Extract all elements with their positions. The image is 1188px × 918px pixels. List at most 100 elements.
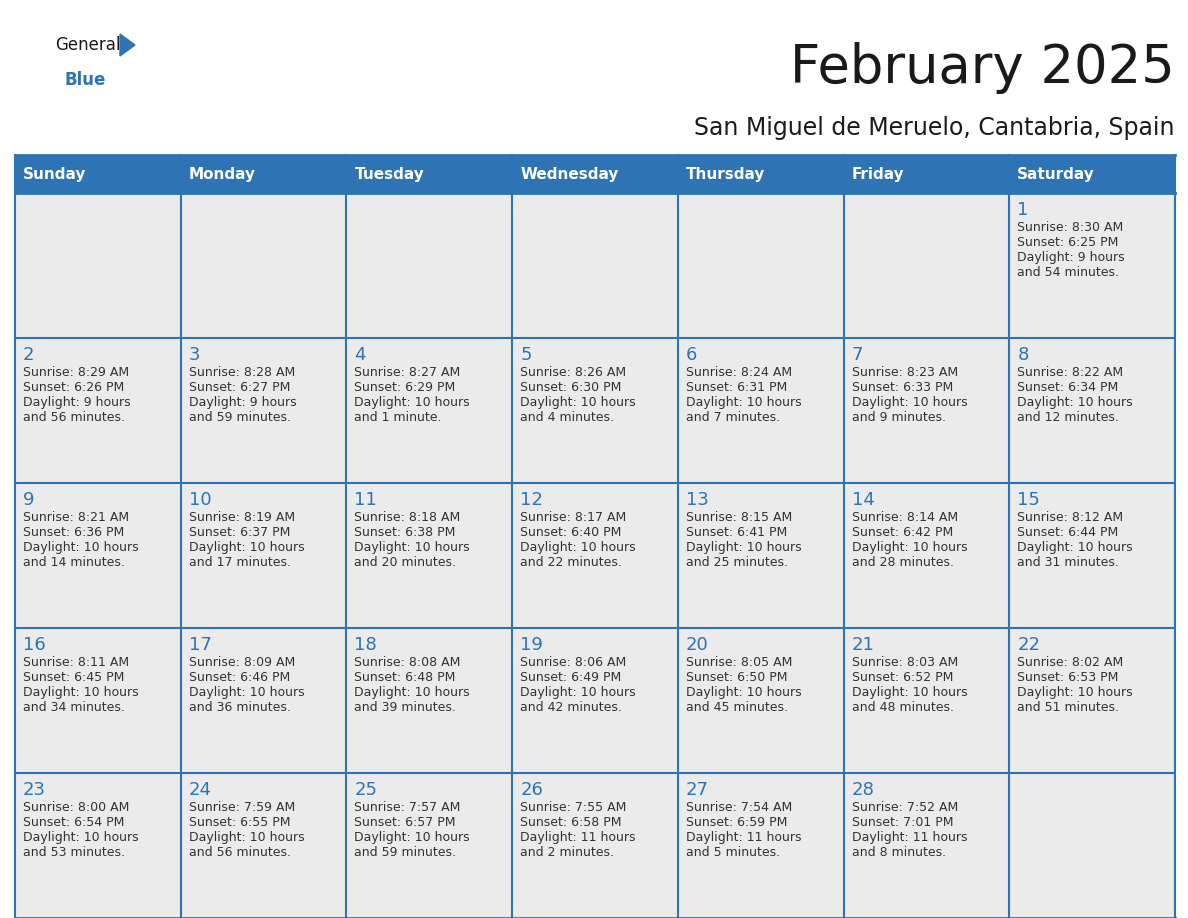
Text: Sunset: 6:26 PM: Sunset: 6:26 PM — [23, 381, 125, 394]
Text: Daylight: 10 hours: Daylight: 10 hours — [354, 396, 470, 409]
Text: Daylight: 10 hours: Daylight: 10 hours — [354, 831, 470, 844]
Text: Sunrise: 7:59 AM: Sunrise: 7:59 AM — [189, 801, 295, 814]
Text: 22: 22 — [1017, 636, 1041, 654]
Text: Sunrise: 8:17 AM: Sunrise: 8:17 AM — [520, 511, 626, 524]
Text: Daylight: 10 hours: Daylight: 10 hours — [520, 686, 636, 699]
Text: Tuesday: Tuesday — [354, 166, 424, 182]
Text: Daylight: 9 hours: Daylight: 9 hours — [1017, 251, 1125, 264]
Text: and 54 minutes.: and 54 minutes. — [1017, 266, 1119, 279]
Text: 7: 7 — [852, 346, 862, 364]
Text: Sunset: 6:52 PM: Sunset: 6:52 PM — [852, 671, 953, 684]
Bar — [678, 628, 843, 773]
Text: 4: 4 — [354, 346, 366, 364]
Text: Sunset: 6:59 PM: Sunset: 6:59 PM — [685, 816, 788, 829]
Text: and 56 minutes.: and 56 minutes. — [23, 411, 125, 424]
Text: Daylight: 10 hours: Daylight: 10 hours — [189, 686, 304, 699]
Text: 26: 26 — [520, 781, 543, 799]
Text: Sunset: 6:45 PM: Sunset: 6:45 PM — [23, 671, 125, 684]
Bar — [347, 338, 512, 483]
Text: Daylight: 10 hours: Daylight: 10 hours — [852, 541, 967, 554]
Text: Sunset: 7:01 PM: Sunset: 7:01 PM — [852, 816, 953, 829]
Text: Sunset: 6:38 PM: Sunset: 6:38 PM — [354, 526, 456, 539]
Text: Sunset: 6:29 PM: Sunset: 6:29 PM — [354, 381, 456, 394]
Text: Sunset: 6:36 PM: Sunset: 6:36 PM — [23, 526, 125, 539]
Bar — [347, 773, 512, 918]
Text: and 7 minutes.: and 7 minutes. — [685, 411, 781, 424]
Text: and 5 minutes.: and 5 minutes. — [685, 846, 781, 859]
Bar — [843, 628, 1010, 773]
Text: Sunset: 6:34 PM: Sunset: 6:34 PM — [1017, 381, 1119, 394]
Bar — [512, 338, 678, 483]
Bar — [843, 483, 1010, 628]
Text: 17: 17 — [189, 636, 211, 654]
Bar — [347, 193, 512, 338]
Text: Daylight: 9 hours: Daylight: 9 hours — [23, 396, 131, 409]
Text: Daylight: 10 hours: Daylight: 10 hours — [23, 831, 139, 844]
Text: and 22 minutes.: and 22 minutes. — [520, 556, 623, 569]
Bar — [1010, 483, 1175, 628]
Polygon shape — [120, 34, 135, 56]
Text: 13: 13 — [685, 491, 709, 509]
Text: Sunset: 6:55 PM: Sunset: 6:55 PM — [189, 816, 290, 829]
Text: Daylight: 10 hours: Daylight: 10 hours — [23, 686, 139, 699]
Text: Daylight: 10 hours: Daylight: 10 hours — [1017, 686, 1133, 699]
Text: 27: 27 — [685, 781, 709, 799]
Bar — [15, 773, 181, 918]
Text: and 28 minutes.: and 28 minutes. — [852, 556, 954, 569]
Text: Sunset: 6:53 PM: Sunset: 6:53 PM — [1017, 671, 1119, 684]
Bar — [512, 483, 678, 628]
Text: 6: 6 — [685, 346, 697, 364]
Text: and 25 minutes.: and 25 minutes. — [685, 556, 788, 569]
Text: and 53 minutes.: and 53 minutes. — [23, 846, 125, 859]
Text: Sunrise: 8:30 AM: Sunrise: 8:30 AM — [1017, 221, 1124, 234]
Text: Sunset: 6:58 PM: Sunset: 6:58 PM — [520, 816, 621, 829]
Bar — [843, 773, 1010, 918]
Text: Daylight: 10 hours: Daylight: 10 hours — [354, 541, 470, 554]
Text: and 36 minutes.: and 36 minutes. — [189, 701, 291, 714]
Text: Sunrise: 8:15 AM: Sunrise: 8:15 AM — [685, 511, 792, 524]
Text: Sunset: 6:54 PM: Sunset: 6:54 PM — [23, 816, 125, 829]
Text: Blue: Blue — [65, 71, 107, 89]
Text: 9: 9 — [23, 491, 34, 509]
Text: Sunrise: 8:21 AM: Sunrise: 8:21 AM — [23, 511, 129, 524]
Text: 25: 25 — [354, 781, 378, 799]
Bar — [843, 338, 1010, 483]
Text: Sunrise: 8:11 AM: Sunrise: 8:11 AM — [23, 656, 129, 669]
Text: 20: 20 — [685, 636, 708, 654]
Text: Thursday: Thursday — [685, 166, 765, 182]
Bar — [181, 338, 347, 483]
Text: Sunset: 6:31 PM: Sunset: 6:31 PM — [685, 381, 788, 394]
Text: Sunset: 6:27 PM: Sunset: 6:27 PM — [189, 381, 290, 394]
Text: 10: 10 — [189, 491, 211, 509]
Bar — [181, 193, 347, 338]
Text: and 4 minutes.: and 4 minutes. — [520, 411, 614, 424]
Text: Daylight: 10 hours: Daylight: 10 hours — [189, 541, 304, 554]
Text: Daylight: 10 hours: Daylight: 10 hours — [354, 686, 470, 699]
Bar — [181, 483, 347, 628]
Text: and 14 minutes.: and 14 minutes. — [23, 556, 125, 569]
Bar — [15, 628, 181, 773]
Text: Sunrise: 7:54 AM: Sunrise: 7:54 AM — [685, 801, 792, 814]
Text: Sunrise: 8:12 AM: Sunrise: 8:12 AM — [1017, 511, 1124, 524]
Bar — [678, 155, 843, 193]
Text: Sunrise: 8:09 AM: Sunrise: 8:09 AM — [189, 656, 295, 669]
Text: Sunset: 6:40 PM: Sunset: 6:40 PM — [520, 526, 621, 539]
Text: Sunrise: 8:28 AM: Sunrise: 8:28 AM — [189, 366, 295, 379]
Text: General: General — [55, 36, 120, 54]
Text: and 8 minutes.: and 8 minutes. — [852, 846, 946, 859]
Text: Daylight: 10 hours: Daylight: 10 hours — [1017, 396, 1133, 409]
Text: Sunset: 6:50 PM: Sunset: 6:50 PM — [685, 671, 788, 684]
Bar — [1010, 628, 1175, 773]
Text: Sunrise: 7:52 AM: Sunrise: 7:52 AM — [852, 801, 958, 814]
Text: Daylight: 10 hours: Daylight: 10 hours — [23, 541, 139, 554]
Text: Sunrise: 7:55 AM: Sunrise: 7:55 AM — [520, 801, 626, 814]
Text: Daylight: 10 hours: Daylight: 10 hours — [685, 686, 802, 699]
Text: Monday: Monday — [189, 166, 255, 182]
Text: and 2 minutes.: and 2 minutes. — [520, 846, 614, 859]
Text: Sunrise: 8:24 AM: Sunrise: 8:24 AM — [685, 366, 792, 379]
Text: and 59 minutes.: and 59 minutes. — [189, 411, 291, 424]
Text: and 39 minutes.: and 39 minutes. — [354, 701, 456, 714]
Bar — [347, 483, 512, 628]
Text: and 1 minute.: and 1 minute. — [354, 411, 442, 424]
Text: Sunrise: 8:19 AM: Sunrise: 8:19 AM — [189, 511, 295, 524]
